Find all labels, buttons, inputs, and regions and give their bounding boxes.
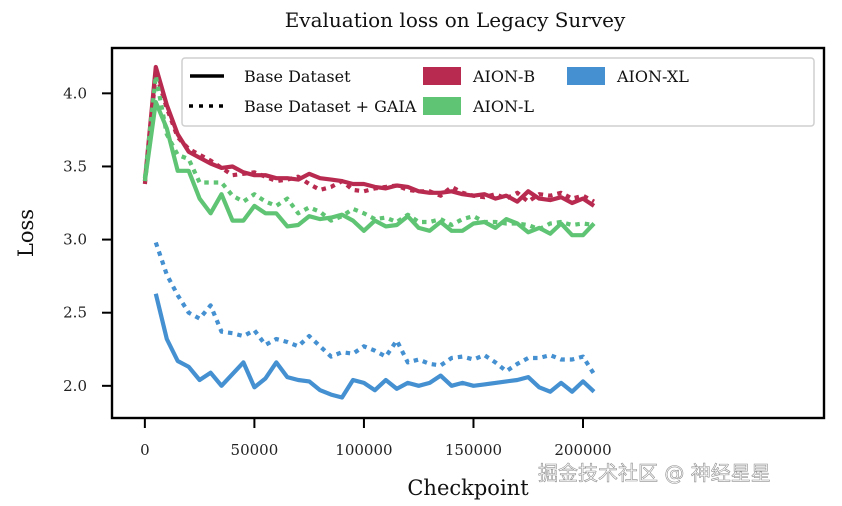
series-line-aion-b-gaia <box>142 70 595 204</box>
legend-label-aion-xl: AION-XL <box>616 67 689 86</box>
y-tick-label: 3.0 <box>63 231 87 249</box>
y-tick-label: 2.5 <box>63 304 87 322</box>
legend-label-aion-b: AION-B <box>472 67 535 86</box>
plot-lines <box>142 64 596 400</box>
x-axis-label: Checkpoint <box>407 476 529 500</box>
x-axis: 0 50000 100000 150000 200000 <box>140 418 612 459</box>
series-line-aion-xl-base <box>153 293 596 400</box>
chart-title: Evaluation loss on Legacy Survey <box>285 8 626 32</box>
x-tick-label: 100000 <box>335 441 392 459</box>
legend: Base Dataset Base Dataset + GAIA AION-B … <box>181 57 815 127</box>
legend-swatch-aion-xl <box>567 67 605 85</box>
y-tick-label: 3.5 <box>63 157 87 175</box>
legend-swatch-aion-b <box>423 67 461 85</box>
x-tick-label: 0 <box>140 441 150 459</box>
legend-label-aion-l: AION-L <box>472 97 534 116</box>
y-tick-label: 4.0 <box>63 84 87 102</box>
series-line-aion-l-base <box>142 100 596 238</box>
legend-swatch-aion-l <box>423 97 461 115</box>
watermark: 掘金技术社区 @ 神经星星 <box>538 461 771 485</box>
legend-label-gaia: Base Dataset + GAIA <box>244 97 417 116</box>
x-tick-label: 50000 <box>231 441 279 459</box>
legend-label-base: Base Dataset <box>244 67 351 86</box>
y-axis-label: Loss <box>14 209 38 257</box>
legend-box <box>181 57 815 127</box>
y-tick-label: 2.0 <box>63 377 87 395</box>
y-axis: 2.0 2.5 3.0 3.5 4.0 <box>63 84 112 395</box>
x-tick-label: 150000 <box>445 441 502 459</box>
x-tick-label: 200000 <box>554 441 611 459</box>
plot-frame <box>110 46 826 420</box>
series-line-aion-xl-gaia <box>153 241 596 376</box>
